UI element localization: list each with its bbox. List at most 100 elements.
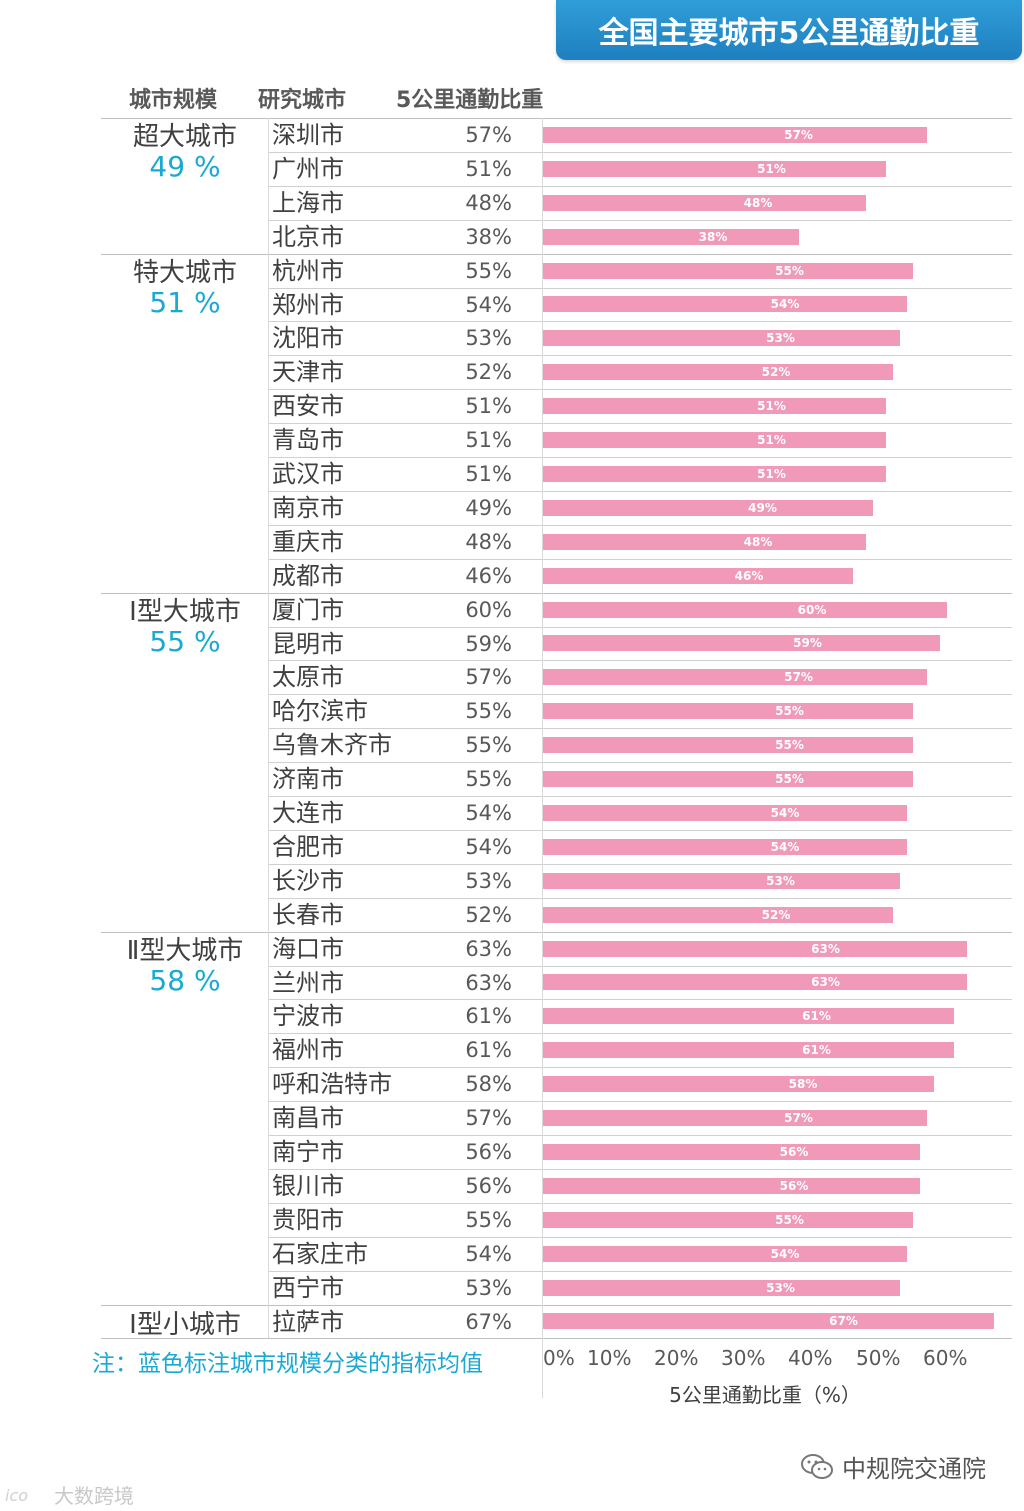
city-name: 南宁市: [272, 1138, 344, 1166]
row-line: [268, 490, 1012, 492]
bar-label: 55%: [775, 1212, 804, 1227]
row-line: [268, 999, 1012, 1001]
bar-label: 52%: [761, 365, 791, 380]
group-divider: [101, 931, 1012, 933]
bar: [542, 1143, 920, 1160]
city-value: 55%: [465, 733, 512, 758]
city-name: 济南市: [272, 765, 344, 794]
city-value: 57%: [465, 1106, 512, 1131]
bar: [542, 669, 927, 686]
header-research-city: 研究城市: [258, 88, 347, 113]
city-value: 55%: [465, 1207, 512, 1232]
bar-label: 51%: [757, 399, 786, 414]
axis-line: [542, 118, 543, 1399]
city-name: 长春市: [272, 900, 344, 929]
row-line: [268, 1202, 1012, 1204]
bar-label: 38%: [698, 229, 728, 244]
city-value: 54%: [465, 292, 512, 317]
bar-label: 57%: [784, 1111, 813, 1126]
city-name: 武汉市: [272, 460, 344, 488]
city-name: 沈阳市: [272, 324, 344, 353]
bar: [542, 364, 893, 381]
bar: [542, 1279, 900, 1296]
bar: [542, 906, 893, 923]
bar-label: 51%: [757, 161, 786, 176]
group-name: 特大城市: [132, 257, 237, 288]
city-value: 49%: [465, 495, 512, 520]
city-name: 银川市: [272, 1171, 344, 1200]
bar-label: 56%: [779, 1144, 809, 1159]
watermark-left: ico 大数跨境: [4, 1480, 134, 1509]
bar: [542, 1245, 907, 1262]
city-name: 昆明市: [272, 629, 344, 658]
city-name: 石家庄市: [272, 1239, 368, 1268]
bar: [542, 703, 914, 720]
bar: [542, 262, 914, 279]
row-line: [268, 1168, 1012, 1170]
x-tick-label: 30%: [721, 1346, 766, 1370]
table-top-line: [101, 118, 1012, 119]
bar-label: 54%: [770, 297, 800, 312]
bar: [542, 635, 941, 652]
bar: [542, 194, 866, 211]
city-name: 西宁市: [272, 1273, 344, 1302]
bar: [542, 1110, 927, 1127]
row-line: [268, 796, 1012, 797]
city-name: 贵阳市: [272, 1205, 344, 1234]
bar: [542, 499, 873, 516]
bar: [542, 126, 927, 143]
bar-label: 48%: [743, 195, 773, 210]
header-city-scale: 城市规模: [129, 88, 218, 113]
city-name: 上海市: [272, 188, 344, 217]
city-value: 46%: [465, 563, 512, 588]
bar-label: 53%: [766, 873, 795, 888]
x-tick-label: 50%: [856, 1346, 901, 1370]
city-value: 57%: [465, 665, 512, 690]
x-tick-label: 40%: [788, 1346, 833, 1370]
bar-label: 53%: [766, 331, 795, 346]
city-value: 51%: [465, 428, 512, 453]
watermark-right: 中规院交通院: [800, 1449, 986, 1484]
city-value: 55%: [465, 699, 512, 724]
city-name: 深圳市: [272, 121, 344, 149]
city-name: 成都市: [272, 561, 344, 590]
bar: [542, 228, 799, 245]
city-name: 杭州市: [272, 256, 344, 285]
bar: [542, 533, 866, 550]
row-line: [268, 185, 1012, 187]
bar: [542, 567, 853, 584]
group-average: 58 %: [149, 963, 221, 997]
city-name: 广州市: [272, 154, 344, 183]
ico-logo-icon: ico: [5, 1486, 28, 1505]
city-name: 宁波市: [272, 1002, 344, 1031]
bar-label: 54%: [770, 839, 800, 854]
city-value: 57%: [465, 123, 512, 147]
bar: [542, 1042, 954, 1059]
x-tick-label: 0%: [543, 1346, 575, 1370]
city-value: 48%: [465, 529, 512, 554]
city-value: 54%: [465, 801, 512, 825]
city-name: 拉萨市: [272, 1307, 344, 1336]
svg-text:ico: ico: [5, 1486, 28, 1505]
bar: [542, 1177, 920, 1194]
group-name: Ⅰ型小城市: [129, 1310, 241, 1341]
city-value: 61%: [465, 1038, 512, 1063]
row-line: [268, 457, 1012, 458]
x-tick-label: 20%: [654, 1346, 699, 1370]
city-name: 厦门市: [272, 595, 344, 624]
city-name: 长沙市: [272, 866, 344, 895]
group-name: Ⅰ型大城市: [129, 596, 241, 627]
x-axis-title: 5公里通勤比重（%）: [669, 1383, 861, 1407]
bar: [542, 398, 887, 415]
row-line: [268, 694, 1012, 696]
chart-title: 全国主要城市5公里通勤比重: [556, 0, 1022, 60]
city-value: 38%: [465, 224, 512, 249]
bar: [542, 804, 907, 821]
city-value: 58%: [465, 1072, 512, 1097]
footnote: 注：蓝色标注城市规模分类的指标均值: [92, 1351, 483, 1377]
group-divider: [101, 1338, 1012, 1340]
bar-label: 51%: [757, 433, 786, 448]
bar-label: 67%: [829, 1314, 858, 1329]
bar-label: 53%: [766, 1280, 795, 1295]
